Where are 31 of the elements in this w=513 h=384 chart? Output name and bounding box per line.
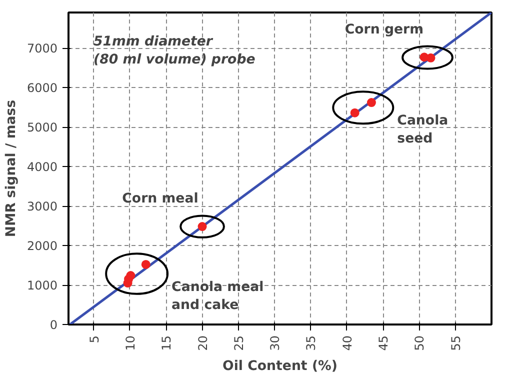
series-label: Corn meal xyxy=(122,192,198,207)
point xyxy=(141,260,150,269)
series-label: Corn germ xyxy=(344,22,424,38)
point xyxy=(126,271,136,280)
annotation: 51mm diameter (80 ml volume) probe xyxy=(94,34,256,68)
x-axis-title: Oil Content (%) xyxy=(222,358,338,374)
x-tick-label: 35 xyxy=(304,335,318,351)
x-tick-label: 50 xyxy=(412,335,427,351)
series-label: Canola meal and cake xyxy=(172,280,264,313)
x-tick-label: 25 xyxy=(232,335,246,351)
y-tick-label: 1000 xyxy=(26,278,58,293)
series-label: Canola seed xyxy=(397,114,448,147)
point xyxy=(366,98,376,108)
y-tick-label: 6000 xyxy=(26,81,58,96)
y-tick-label: 4000 xyxy=(26,160,58,174)
x-tick-label: 55 xyxy=(448,335,463,351)
y-tick-label: 3000 xyxy=(26,200,58,214)
y-tick-label: 7000 xyxy=(26,42,58,56)
x-tick-label: 45 xyxy=(376,335,391,351)
x-tick-label: 40 xyxy=(340,335,354,351)
point xyxy=(350,108,360,118)
x-tick-label: 5 xyxy=(87,335,102,344)
y-tick-label: 0 xyxy=(50,318,58,332)
x-tick-label: 20 xyxy=(196,335,210,351)
x-tick-label: 30 xyxy=(268,335,282,351)
x-tick-label: 15 xyxy=(160,335,174,351)
x-tick-label: 10 xyxy=(123,335,138,351)
y-tick-label: 5000 xyxy=(26,120,58,135)
point xyxy=(426,53,436,62)
y-axis-title: NMR signal / mass xyxy=(4,100,19,238)
y-tick-label: 2000 xyxy=(26,239,58,254)
